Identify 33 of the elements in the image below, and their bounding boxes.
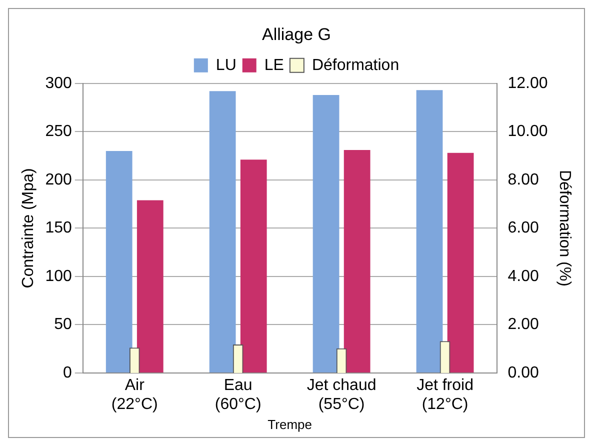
y-axis-title: Contrainte (Mpa) <box>20 168 38 288</box>
bar <box>240 160 267 372</box>
y-tick-label: 50 <box>54 316 72 334</box>
y2-tick-label: 10.00 <box>508 123 548 140</box>
y2-tick-label: 4.00 <box>508 268 540 285</box>
y2-tick-label: 8.00 <box>508 171 540 188</box>
bar <box>416 90 443 372</box>
bar <box>344 150 370 372</box>
x-tick-label: Jet chaud (55°C) <box>306 377 376 414</box>
bar <box>312 94 340 372</box>
bar <box>447 152 474 372</box>
bar <box>106 150 132 372</box>
y-tick-label: 200 <box>45 171 72 188</box>
y2-tick-label: 2.00 <box>508 316 540 334</box>
y-tick-label: 100 <box>45 268 72 285</box>
y-tick-label: 300 <box>45 74 72 92</box>
legend-label: Déformation <box>312 56 400 74</box>
x-tick-label: Jet froid (12°C) <box>416 377 474 414</box>
chart-title: Alliage G <box>262 24 331 44</box>
bar <box>136 200 164 372</box>
y2-tick-label: 12.00 <box>508 74 548 92</box>
y2-tick-label: 0.00 <box>508 364 540 382</box>
y2-axis-title: Déformation (%) <box>556 170 573 286</box>
y-tick-label: 250 <box>45 123 72 140</box>
y2-tick-label: 6.00 <box>508 220 540 237</box>
legend-label: LU <box>216 56 236 74</box>
x-tick-label: Air (22°C) <box>111 377 158 414</box>
y-tick-label: 150 <box>45 220 72 237</box>
y-tick-label: 0 <box>62 364 72 382</box>
x-tick-label: Eau (60°C) <box>214 377 262 414</box>
legend-label: LE <box>264 56 284 74</box>
x-axis-title: Trempe <box>268 416 312 432</box>
bar <box>209 91 236 372</box>
